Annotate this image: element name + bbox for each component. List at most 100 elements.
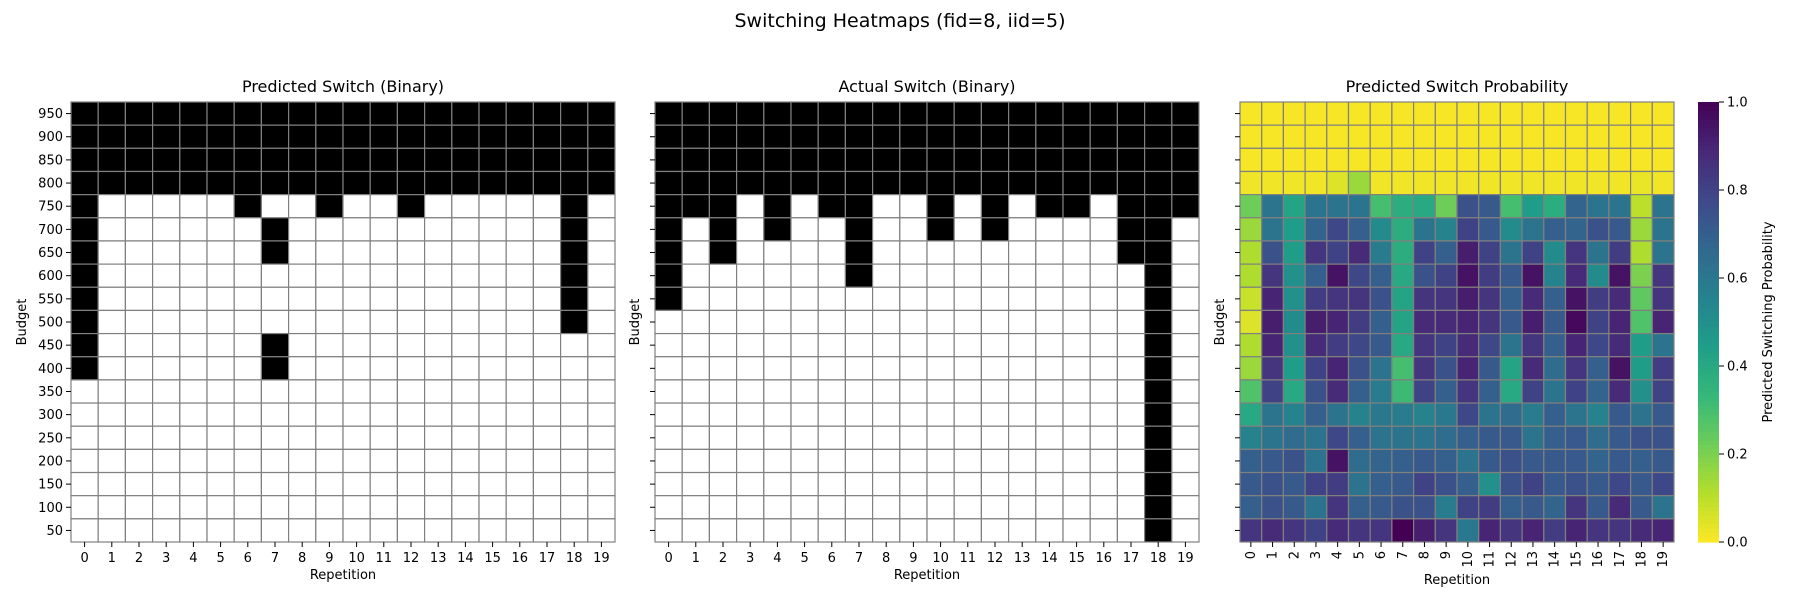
heatmap-cell	[451, 309, 480, 335]
heatmap-cell	[369, 332, 399, 358]
heatmap-cell	[1564, 332, 1588, 358]
heatmap-cell	[424, 263, 453, 288]
heatmap-cell	[899, 170, 928, 196]
heatmap-cell	[233, 240, 262, 265]
heatmap-cell	[1629, 425, 1653, 450]
heatmap-cell	[844, 170, 874, 196]
heatmap-cell	[1521, 518, 1545, 543]
y-tick-label: 700	[38, 223, 63, 238]
y-tick-label: 150	[38, 478, 63, 493]
heatmap-cell	[1326, 101, 1350, 126]
heatmap-cell	[1629, 518, 1653, 543]
heatmap-cell	[1543, 217, 1567, 242]
heatmap-cell	[953, 332, 983, 358]
heatmap-cell	[1261, 263, 1284, 288]
heatmap-cell	[735, 356, 765, 381]
heatmap-cell	[424, 101, 453, 126]
x-tick-label: 4	[773, 551, 781, 566]
heatmap-cell	[871, 124, 901, 149]
heatmap-cell	[505, 170, 535, 196]
heatmap-cell	[844, 147, 874, 173]
heatmap-cell	[206, 495, 235, 520]
heatmap-cell	[124, 448, 154, 474]
colorbar-segment	[1698, 322, 1719, 327]
heatmap-cell	[735, 332, 765, 358]
heatmap-cell	[1369, 471, 1393, 497]
colorbar: 0.0 0.2 0.4 0.6 0.8 1.0 Predicted Switching Pr…	[1698, 96, 1776, 551]
heatmap-cell	[1456, 286, 1480, 312]
heatmap-cell	[1478, 425, 1501, 450]
heatmap-cell	[342, 194, 371, 219]
heatmap-cell	[70, 124, 99, 149]
heatmap-cell	[369, 147, 399, 173]
heatmap-cell	[1239, 332, 1263, 358]
heatmap-cell	[844, 194, 874, 219]
heatmap-cell	[70, 379, 99, 404]
heatmap-cell	[505, 263, 535, 288]
heatmap-cell	[763, 309, 792, 335]
heatmap-cell	[1478, 194, 1501, 219]
heatmap-cell	[288, 332, 317, 358]
heatmap-cell	[654, 217, 683, 242]
x-tick-label: 11	[1483, 551, 1498, 568]
heatmap-cell	[1261, 518, 1284, 543]
heatmap-cell	[1608, 194, 1632, 219]
heatmap-cell	[1478, 495, 1501, 520]
heatmap-cell	[369, 286, 399, 312]
heatmap-cell	[1651, 356, 1675, 381]
heatmap-cell	[1007, 471, 1037, 497]
heatmap-cell	[451, 356, 480, 381]
heatmap-cell	[97, 147, 126, 173]
colorbar-segment	[1698, 511, 1719, 517]
heatmap-cell	[1282, 425, 1306, 450]
heatmap-cell	[654, 402, 683, 427]
heatmap-cell	[1116, 240, 1146, 265]
heatmap-cell	[1261, 332, 1284, 358]
heatmap-cell	[1062, 471, 1091, 497]
heatmap-cell	[587, 332, 616, 358]
colorbar-segment	[1698, 238, 1719, 244]
heatmap-cell	[1007, 217, 1037, 242]
heatmap-cell	[1007, 356, 1037, 381]
heatmap-cell	[206, 217, 235, 242]
heatmap-cell	[1369, 101, 1393, 126]
heatmap-cell	[708, 448, 738, 474]
heatmap-cell	[899, 240, 928, 265]
heatmap-cell	[1608, 240, 1632, 265]
heatmap-cell	[124, 309, 154, 335]
heatmap-cell	[1347, 402, 1371, 427]
x-tick-label: 18	[566, 551, 583, 566]
heatmap-cell	[1369, 425, 1393, 450]
heatmap-cell	[1412, 356, 1436, 381]
x-tick-label: 17	[1613, 551, 1628, 568]
heatmap-cell	[1629, 124, 1653, 149]
colorbar-segment	[1698, 190, 1719, 195]
heatmap-cell	[926, 379, 955, 404]
heatmap-cell	[1116, 402, 1146, 427]
heatmap-cell	[871, 448, 901, 474]
heatmap-cell	[179, 240, 208, 265]
heatmap-cell	[1391, 170, 1415, 196]
heatmap-cell	[206, 286, 235, 312]
heatmap-cell	[1543, 147, 1567, 173]
heatmap-cell	[1062, 402, 1091, 427]
heatmap-cell	[1035, 309, 1064, 335]
heatmap-cell	[260, 286, 290, 312]
heatmap-cell	[1521, 263, 1545, 288]
colorbar-segment	[1698, 352, 1719, 358]
heatmap-cell	[342, 379, 371, 404]
colorbar-segment	[1698, 234, 1719, 239]
heatmap-cell	[152, 124, 181, 149]
heatmap-cell	[817, 402, 847, 427]
heatmap-cell	[1629, 402, 1653, 427]
colorbar-segment	[1698, 533, 1719, 539]
colorbar-segment	[1698, 344, 1719, 349]
heatmap-cell	[1261, 286, 1284, 312]
heatmap-cell	[1089, 402, 1118, 427]
heatmap-cell	[532, 124, 562, 149]
heatmap-cell	[315, 471, 344, 497]
heatmap-cell	[70, 495, 99, 520]
heatmap-cell	[260, 448, 290, 474]
heatmap-cell	[124, 170, 154, 196]
